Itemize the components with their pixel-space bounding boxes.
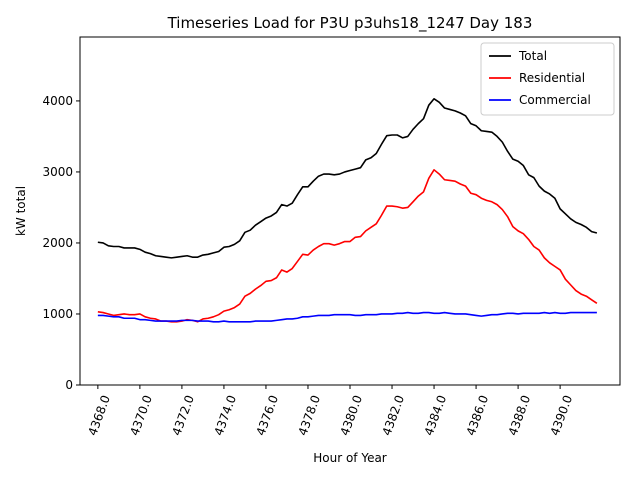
x-tick-label: 4388.0 bbox=[506, 393, 534, 437]
y-tick-label: 0 bbox=[65, 378, 73, 392]
y-tick-label: 4000 bbox=[42, 94, 73, 108]
series-layer bbox=[97, 97, 598, 323]
y-tick-label: 1000 bbox=[42, 307, 73, 321]
y-tick-label: 3000 bbox=[42, 165, 73, 179]
x-tick-label: 4380.0 bbox=[338, 393, 366, 437]
x-axis-label: Hour of Year bbox=[313, 451, 387, 465]
legend-label-total: Total bbox=[518, 49, 547, 63]
x-tick-label: 4384.0 bbox=[422, 393, 450, 437]
legend: Total Residential Commercial bbox=[480, 42, 615, 116]
x-tick-label: 4390.0 bbox=[548, 393, 576, 437]
x-tick-label: 4376.0 bbox=[254, 393, 282, 437]
y-axis: 0 1000 2000 3000 4000 bbox=[42, 94, 80, 392]
y-axis-label: kW total bbox=[14, 186, 28, 236]
series-line-commercial bbox=[97, 311, 597, 323]
series-line-total bbox=[97, 97, 598, 259]
x-axis: 4368.0 4370.0 4372.0 4374.0 4376.0 4378.0 4380… bbox=[85, 385, 575, 438]
x-tick-label: 4370.0 bbox=[127, 393, 155, 437]
series-line-residential bbox=[97, 169, 598, 323]
legend-box bbox=[480, 42, 615, 116]
legend-label-commercial: Commercial bbox=[519, 93, 591, 107]
x-tick-label: 4382.0 bbox=[380, 393, 408, 437]
x-tick-label: 4378.0 bbox=[296, 393, 324, 437]
x-tick-label: 4368.0 bbox=[85, 393, 113, 437]
x-tick-label: 4386.0 bbox=[464, 393, 492, 437]
chart-title: Timeseries Load for P3U p3uhs18_1247 Day… bbox=[167, 14, 533, 33]
x-tick-label: 4372.0 bbox=[169, 393, 197, 437]
y-tick-label: 2000 bbox=[42, 236, 73, 250]
legend-label-residential: Residential bbox=[519, 71, 585, 85]
x-tick-label: 4374.0 bbox=[211, 393, 239, 437]
